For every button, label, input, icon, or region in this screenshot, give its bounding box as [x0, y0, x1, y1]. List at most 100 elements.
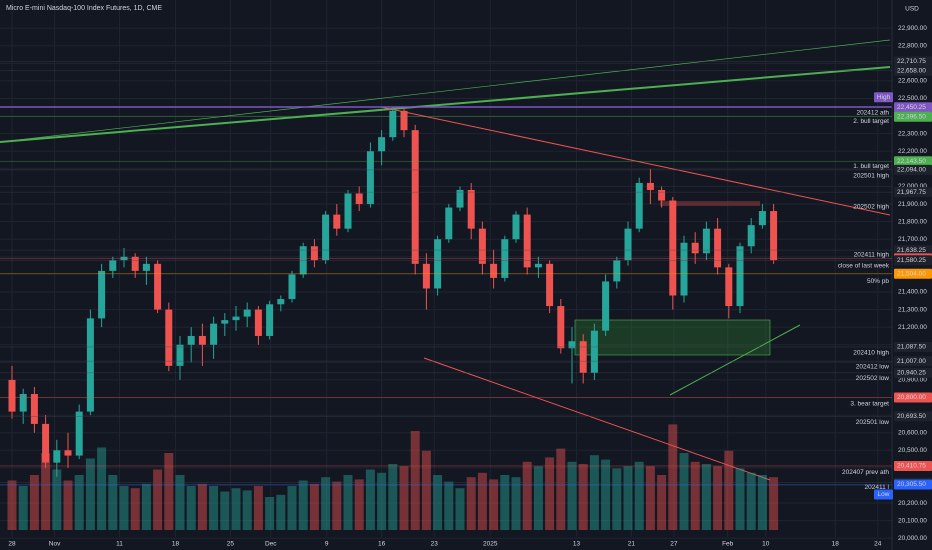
level-label: 2. bull target [853, 118, 889, 125]
price-tag-label: 22,450.25 [897, 104, 926, 111]
grid [0, 0, 892, 539]
price-tag [894, 341, 932, 352]
volume-bar [533, 466, 543, 530]
volume-bar [511, 477, 521, 530]
candle-body [669, 200, 677, 296]
y-tick-label: 21,800.00 [898, 218, 927, 225]
volume-bar [354, 479, 364, 530]
y-tick-label: 21,400.00 [898, 289, 927, 296]
volume-bar [567, 461, 577, 530]
volume-bar [679, 453, 689, 530]
currency: USD [905, 6, 919, 13]
candle-body [322, 214, 330, 261]
trend-line [669, 324, 801, 396]
volume-bar [500, 475, 510, 530]
volume-bar [141, 483, 151, 530]
y-tick-label: 20,600.00 [898, 429, 927, 436]
price-tag [894, 56, 932, 67]
candle-body [725, 267, 733, 307]
y-tick-label: 20,000.00 [898, 535, 927, 542]
price-tag [894, 102, 932, 113]
candle-body [445, 207, 453, 240]
volume-bar [220, 491, 230, 530]
candle-body [333, 214, 341, 229]
volume-bar [253, 486, 263, 530]
volume-bar [52, 469, 62, 530]
y-tick-label: 22,800.00 [898, 42, 927, 49]
level-label: 202502 low [856, 375, 890, 382]
tag-name-bg [874, 489, 893, 500]
price-tag-label: 20,305.50 [897, 481, 926, 488]
volume-bar [522, 461, 532, 530]
y-tick-label: 22,300.00 [898, 130, 927, 137]
candle-body [378, 137, 386, 152]
y-tick-label: 20,100.00 [898, 517, 927, 524]
candle-body [635, 182, 643, 229]
drawings [0, 39, 892, 481]
x-tick-label: 24 [874, 541, 882, 548]
price-tag [894, 268, 932, 279]
price-tag-label: 22,396.50 [897, 113, 926, 120]
price-tag [894, 392, 932, 403]
candle-body [691, 242, 699, 254]
volume-bar [332, 481, 342, 530]
volume-bar [623, 466, 633, 530]
volume-bar [668, 424, 678, 530]
volume-bar [85, 458, 95, 530]
volume-bar [7, 480, 17, 530]
candle-body [86, 318, 94, 412]
candle-body [400, 110, 408, 131]
volume-bar [757, 475, 767, 530]
candle-body [98, 270, 106, 319]
candle-body [478, 228, 486, 264]
volume-bar [735, 468, 745, 530]
y-tick-label: 21,700.00 [898, 236, 927, 243]
volume-bar [634, 461, 644, 530]
volume-bar [197, 483, 207, 530]
volume-bar [724, 450, 734, 530]
volume-bar [63, 480, 73, 530]
candle-body [434, 239, 442, 289]
candle-body [658, 189, 666, 201]
x-tick-label: 23 [431, 541, 439, 548]
volume-bar [377, 472, 387, 530]
price-tag-label: 20,410.75 [897, 463, 926, 470]
level-label: 202501 high [853, 173, 889, 180]
candle-body [176, 344, 184, 366]
candle-body [714, 228, 722, 268]
trend-line [0, 66, 891, 143]
price-tag-label: 20,693.50 [897, 413, 926, 420]
x-tick-label: Nov [49, 541, 61, 548]
y-tick-label: 21,300.00 [898, 306, 927, 313]
candle-body [75, 411, 83, 456]
y-tick-label: 22,900.00 [898, 25, 927, 32]
price-tag-label: 21,504.00 [897, 270, 926, 277]
candle-body [523, 214, 531, 268]
price-tag-label: 21,638.25 [897, 247, 926, 254]
volume-bar [41, 453, 51, 530]
volume-bar [556, 448, 566, 530]
price-tag-label: 21,580.25 [897, 257, 926, 264]
x-tick-label: 9 [325, 541, 329, 548]
candle-body [702, 228, 710, 254]
x-tick-label: 16 [378, 541, 386, 548]
volume-bar [108, 475, 118, 530]
candle-body [109, 260, 117, 271]
price-tag [894, 460, 932, 471]
candle-body [277, 299, 285, 305]
candle-body [232, 316, 240, 321]
candle-body [131, 256, 139, 271]
volume-bar [769, 477, 779, 530]
price-tag-label: 22,710.75 [897, 58, 926, 65]
volume-bar [29, 475, 39, 530]
price-tag [894, 65, 932, 76]
candle-body [613, 260, 621, 282]
level-label: 1. bull target [853, 163, 889, 170]
volume-bar [97, 447, 107, 530]
volume-bar [298, 480, 308, 530]
candle-body [758, 211, 766, 226]
volume-bar [489, 479, 499, 530]
price-tag-label: 21,007.00 [897, 358, 926, 365]
volume-bar [701, 464, 711, 530]
